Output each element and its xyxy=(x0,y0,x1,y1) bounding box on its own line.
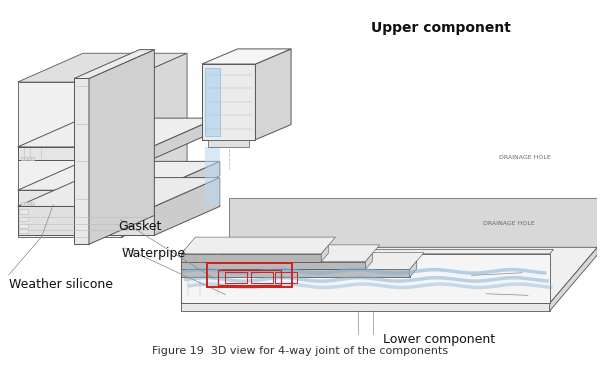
Polygon shape xyxy=(181,261,475,277)
Polygon shape xyxy=(181,278,564,295)
Text: DRAINAGE HOLE: DRAINAGE HOLE xyxy=(483,221,535,226)
Polygon shape xyxy=(17,206,154,235)
Polygon shape xyxy=(19,217,28,221)
Polygon shape xyxy=(229,198,597,255)
Text: Upper component: Upper component xyxy=(371,21,511,35)
Polygon shape xyxy=(202,64,256,140)
Polygon shape xyxy=(410,261,417,277)
Polygon shape xyxy=(461,269,469,286)
Polygon shape xyxy=(181,237,335,254)
Polygon shape xyxy=(208,140,250,147)
Polygon shape xyxy=(550,286,557,303)
Polygon shape xyxy=(181,254,550,303)
Polygon shape xyxy=(24,157,27,160)
Polygon shape xyxy=(17,53,187,82)
Polygon shape xyxy=(256,49,291,140)
Polygon shape xyxy=(550,247,597,311)
Polygon shape xyxy=(19,229,28,234)
Polygon shape xyxy=(74,50,154,78)
Polygon shape xyxy=(20,202,23,205)
Text: Figure 19  3D view for 4-way joint of the components: Figure 19 3D view for 4-way joint of the… xyxy=(152,346,448,356)
Polygon shape xyxy=(24,202,27,205)
Polygon shape xyxy=(181,269,410,277)
Polygon shape xyxy=(19,209,28,214)
Polygon shape xyxy=(122,53,187,237)
Text: DRAINAGE HOLE: DRAINAGE HOLE xyxy=(499,154,551,160)
Polygon shape xyxy=(181,245,380,262)
Polygon shape xyxy=(202,49,291,64)
Polygon shape xyxy=(17,118,217,147)
Polygon shape xyxy=(17,147,151,160)
Polygon shape xyxy=(17,161,220,190)
Polygon shape xyxy=(151,118,217,160)
Polygon shape xyxy=(181,303,550,311)
Polygon shape xyxy=(28,157,31,160)
Polygon shape xyxy=(154,161,220,205)
Text: Waterpipe: Waterpipe xyxy=(122,247,186,260)
Text: Gasket: Gasket xyxy=(119,220,162,233)
Polygon shape xyxy=(74,78,89,244)
Polygon shape xyxy=(181,277,461,286)
Polygon shape xyxy=(365,253,373,269)
Polygon shape xyxy=(19,224,28,228)
Polygon shape xyxy=(321,246,328,262)
Polygon shape xyxy=(181,295,550,303)
Polygon shape xyxy=(205,147,220,205)
Polygon shape xyxy=(181,247,597,303)
Polygon shape xyxy=(154,178,220,235)
Polygon shape xyxy=(89,50,154,244)
Polygon shape xyxy=(20,157,23,160)
Polygon shape xyxy=(181,262,365,269)
Polygon shape xyxy=(181,249,553,254)
Polygon shape xyxy=(181,269,520,286)
Polygon shape xyxy=(181,286,505,295)
Text: Weather silicone: Weather silicone xyxy=(9,278,113,291)
Polygon shape xyxy=(181,254,321,262)
Polygon shape xyxy=(505,277,512,295)
Polygon shape xyxy=(31,157,34,160)
Polygon shape xyxy=(17,82,122,237)
Polygon shape xyxy=(17,178,220,206)
Polygon shape xyxy=(28,202,31,205)
Text: Lower component: Lower component xyxy=(383,333,496,346)
Polygon shape xyxy=(205,68,220,136)
Polygon shape xyxy=(17,190,154,205)
Polygon shape xyxy=(181,253,424,269)
Polygon shape xyxy=(31,202,34,205)
